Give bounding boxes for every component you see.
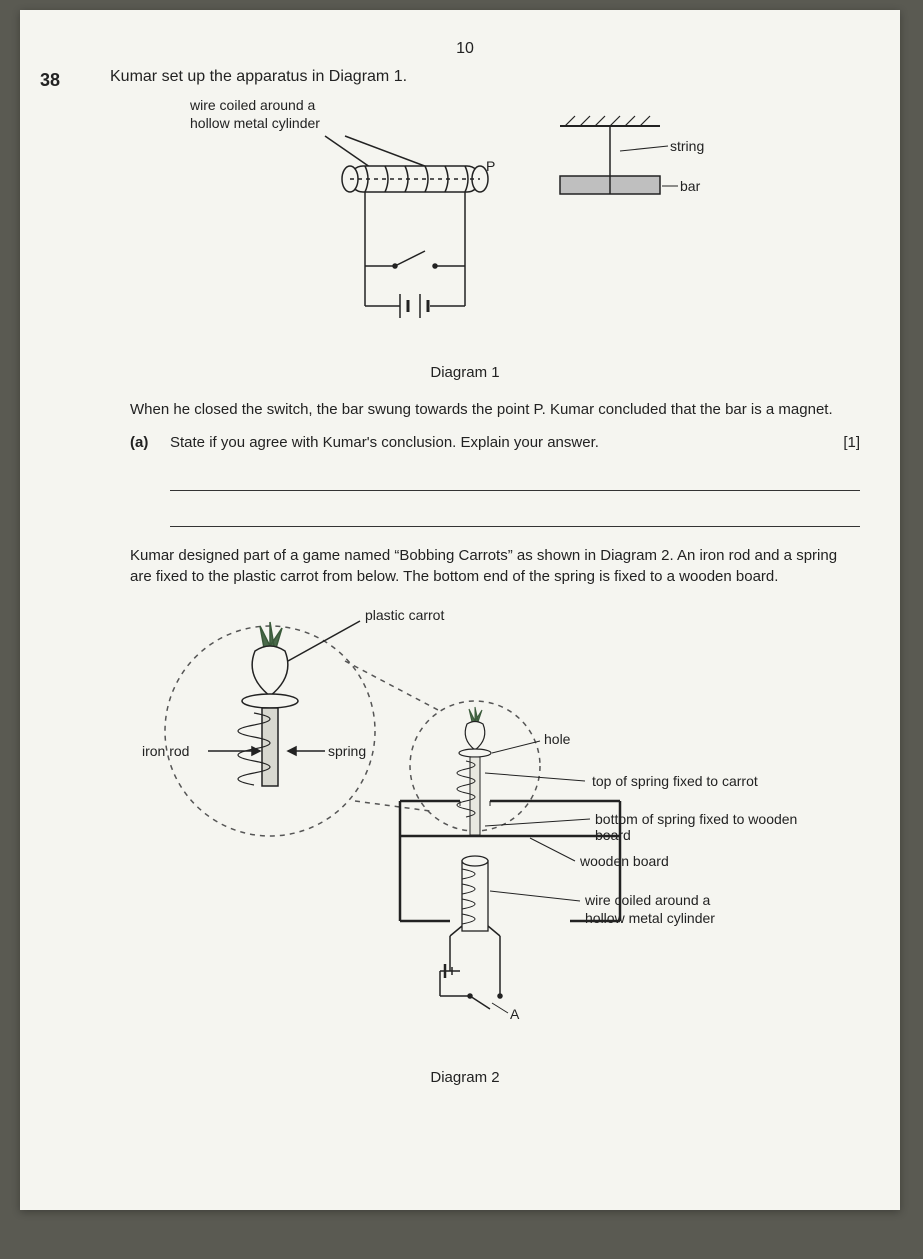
diagram-1-caption: Diagram 1 [70, 364, 860, 381]
label-a: A [510, 1006, 519, 1022]
part-a-prompt: State if you agree with Kumar's conclusi… [170, 434, 599, 451]
diagram-1-svg [190, 96, 750, 356]
label-iron-rod: iron rod [142, 743, 189, 759]
label-bottom-spring: bottom of spring fixed to wooden board [595, 811, 830, 843]
diagram-1: wire coiled around a hollow metal cylind… [190, 96, 750, 356]
answer-line-1[interactable] [170, 465, 860, 491]
diagram-2: plastic carrot iron rod spring hole top … [130, 601, 830, 1061]
question-number: 38 [40, 70, 60, 91]
question-stem: Kumar set up the apparatus in Diagram 1. [110, 68, 860, 86]
game-intro: Kumar designed part of a game named “Bob… [130, 545, 860, 587]
part-a: (a) State if you agree with Kumar's conc… [130, 434, 860, 451]
label-hole: hole [544, 731, 570, 747]
label-coil-2: wire coiled around a hollow metal cylind… [585, 891, 715, 927]
label-top-spring: top of spring fixed to carrot [592, 773, 758, 789]
diagram-2-caption: Diagram 2 [70, 1069, 860, 1086]
part-a-marks: [1] [843, 434, 860, 451]
label-coil-text: wire coiled around a hollow metal cylind… [190, 97, 320, 131]
label-bar: bar [680, 178, 700, 194]
exam-page: 10 38 Kumar set up the apparatus in Diag… [20, 10, 900, 1210]
part-a-label: (a) [130, 434, 170, 451]
label-plastic-carrot: plastic carrot [365, 607, 444, 623]
label-wooden-board: wooden board [580, 853, 669, 869]
label-string: string [670, 138, 704, 154]
page-number: 10 [70, 40, 860, 58]
answer-line-2[interactable] [170, 501, 860, 527]
label-p: P [486, 158, 495, 174]
label-spring: spring [328, 743, 366, 759]
part-a-text: State if you agree with Kumar's conclusi… [170, 434, 833, 451]
observation-text: When he closed the switch, the bar swung… [130, 399, 860, 420]
label-coil: wire coiled around a hollow metal cylind… [190, 96, 360, 132]
